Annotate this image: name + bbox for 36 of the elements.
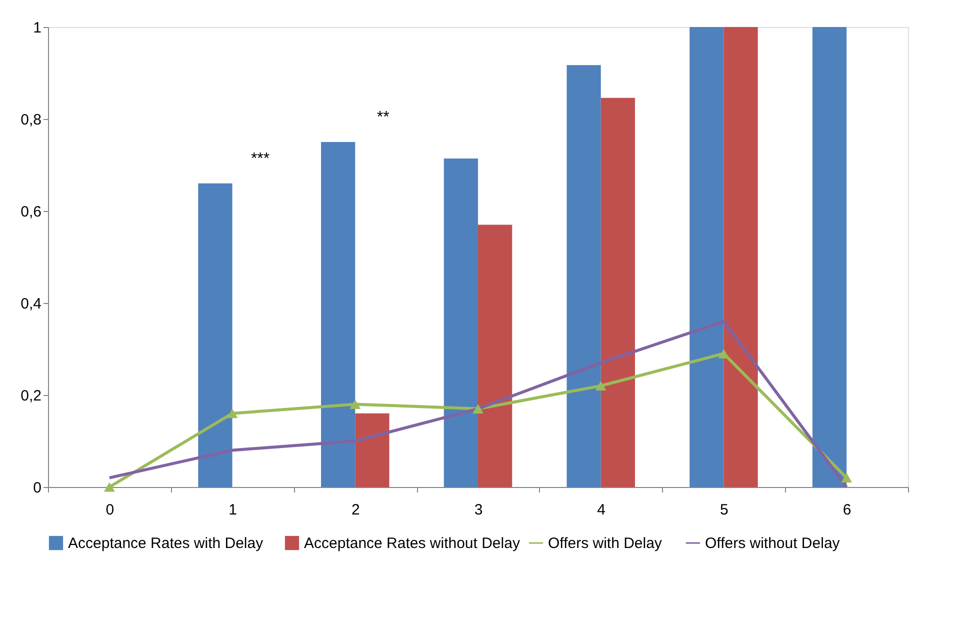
- point: [841, 473, 852, 483]
- x-tick-label: 4: [597, 502, 606, 518]
- y-tick-label: 0,6: [20, 204, 42, 220]
- bar: [321, 142, 356, 487]
- y-tick-label: 0: [33, 480, 42, 496]
- bar: [198, 183, 232, 487]
- bar: [444, 158, 478, 487]
- point: [226, 408, 238, 418]
- x-tick-label: 1: [228, 502, 237, 518]
- point: [595, 381, 606, 391]
- legend-label: Acceptance Rates without Delay: [304, 535, 520, 552]
- x-tick-label: 0: [106, 502, 114, 518]
- legend-label: Acceptance Rates with Delay: [68, 535, 264, 552]
- x-tick-label: 3: [474, 502, 483, 518]
- point: [472, 404, 484, 414]
- y-tick-label: 1: [33, 20, 42, 36]
- annotation: ***: [250, 150, 270, 168]
- bar: [478, 224, 512, 487]
- bar: [724, 27, 758, 487]
- legend-label: Offers without Delay: [705, 535, 840, 552]
- legend-label: Offers with Delay: [548, 535, 662, 552]
- x-tick-label: 6: [842, 502, 852, 518]
- line-series: [108, 320, 848, 488]
- bar: [600, 98, 635, 487]
- bar: [355, 413, 390, 487]
- annotation: **: [376, 109, 390, 126]
- bar: [690, 27, 724, 487]
- bar: [812, 27, 847, 487]
- y-tick-label: 0,4: [20, 296, 42, 312]
- x-tick-label: 2: [351, 502, 360, 518]
- y-tick-label: 0,2: [20, 388, 42, 404]
- y-tick-label: 0,8: [20, 112, 42, 128]
- point: [350, 399, 361, 409]
- bar: [566, 65, 601, 487]
- point: [104, 482, 115, 492]
- x-tick-label: 5: [720, 502, 728, 518]
